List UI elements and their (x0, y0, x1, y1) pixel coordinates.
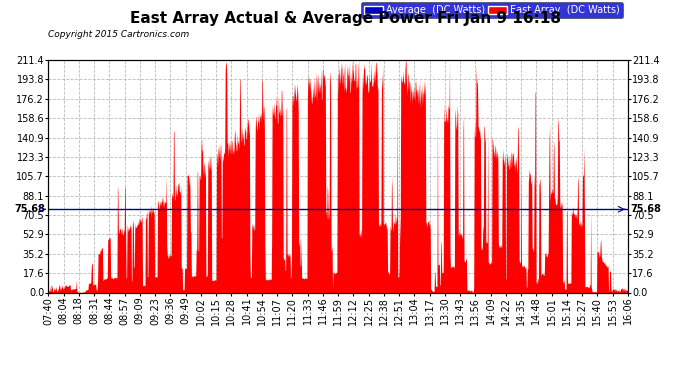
Text: Copyright 2015 Cartronics.com: Copyright 2015 Cartronics.com (48, 30, 190, 39)
Text: 75.68: 75.68 (631, 204, 662, 214)
Text: East Array Actual & Average Power Fri Jan 9 16:18: East Array Actual & Average Power Fri Ja… (130, 11, 560, 26)
Text: 75.68: 75.68 (14, 204, 46, 214)
Legend: Average  (DC Watts), East Array  (DC Watts): Average (DC Watts), East Array (DC Watts… (361, 2, 623, 18)
